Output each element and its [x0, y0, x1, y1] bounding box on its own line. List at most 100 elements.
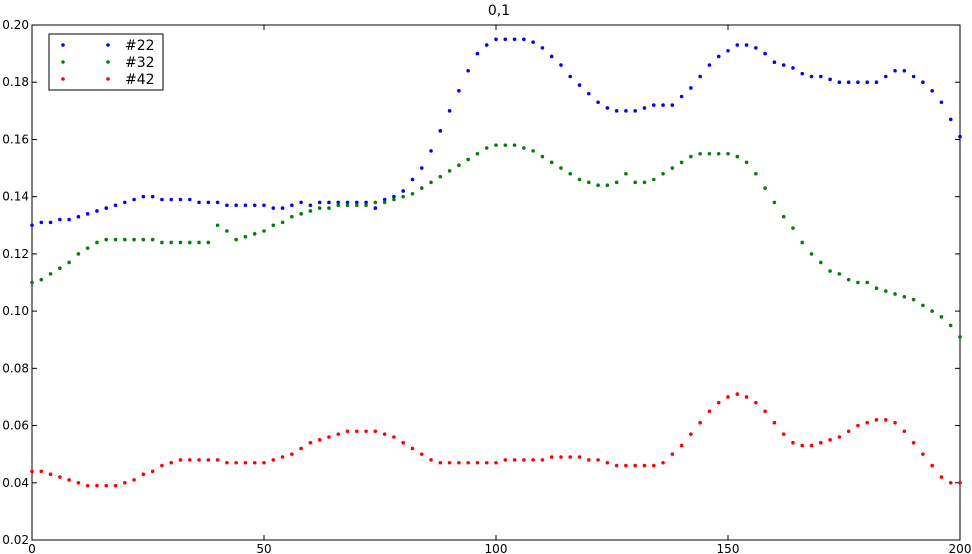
- axes: 0 50 100 150 200 0.02 0.04 0.06 0.08 0.10 0.12 0.14…: [2, 18, 971, 554]
- series-2-point: [457, 460, 461, 465]
- series-0-point: [679, 94, 684, 99]
- series-0-point: [735, 43, 740, 47]
- series-2-point: [484, 460, 489, 465]
- series-1-point: [549, 160, 554, 165]
- series-1-point: [419, 186, 424, 190]
- series-1-point: [763, 186, 767, 190]
- series-1-point: [382, 200, 387, 205]
- series-1-point: [206, 240, 211, 245]
- series-0-point: [948, 117, 953, 122]
- series-1-point: [401, 194, 406, 199]
- series-1-point: [911, 297, 916, 302]
- series-2-point: [633, 463, 637, 468]
- series-0-point: [809, 74, 814, 79]
- series-2-point: [531, 458, 535, 462]
- series-1-point: [345, 203, 350, 208]
- series-2-point: [299, 446, 303, 451]
- series-1-point: [893, 292, 897, 296]
- series-1-point: [178, 240, 183, 245]
- series-2-point: [828, 438, 832, 442]
- series-1-point: [169, 240, 173, 245]
- series-2-point: [141, 472, 146, 476]
- data-points: [30, 37, 962, 488]
- series-2-point: [447, 460, 452, 465]
- series-1-point: [290, 214, 294, 219]
- series-2-point: [429, 458, 433, 462]
- series-1-point: [104, 237, 109, 242]
- series-1-point: [902, 295, 907, 299]
- series-1-point: [48, 272, 53, 276]
- series-2-point: [819, 440, 823, 445]
- series-0-point: [939, 100, 944, 105]
- y-tick-label: 0.14: [2, 190, 29, 204]
- series-0-point: [160, 197, 164, 202]
- series-0-point: [819, 74, 823, 79]
- series-1-point: [113, 237, 118, 242]
- series-0-point: [512, 37, 517, 42]
- series-2-point: [401, 440, 406, 445]
- series-0-point: [419, 166, 424, 170]
- series-2-point: [48, 472, 53, 476]
- legend-box: [48, 33, 164, 91]
- series-0-point: [596, 100, 600, 105]
- series-0-point: [577, 83, 582, 87]
- series-2-point: [317, 438, 322, 442]
- series-2-point: [930, 463, 934, 468]
- series-1-point: [707, 151, 712, 156]
- y-tick-label: 0.08: [2, 361, 29, 375]
- series-2-point: [874, 418, 879, 422]
- series-1-point: [939, 315, 944, 319]
- series-1-point: [522, 146, 526, 150]
- series-0-point: [698, 74, 702, 79]
- series-0-point: [958, 134, 962, 139]
- series-2-point: [735, 392, 740, 396]
- series-2-point: [744, 395, 749, 399]
- series-0-point: [299, 200, 303, 205]
- series-2-point: [252, 460, 257, 465]
- series-2-point: [67, 478, 71, 482]
- series-2-point: [624, 463, 628, 468]
- series-0-point: [846, 80, 851, 85]
- series-2-point: [169, 460, 173, 465]
- series-2-point: [522, 458, 526, 462]
- series-0-point: [707, 63, 712, 67]
- series-1-point: [587, 180, 591, 185]
- series-0-point: [865, 80, 869, 85]
- series-2-point: [791, 440, 795, 445]
- legend-label: #42: [125, 72, 155, 88]
- series-0-point: [624, 109, 628, 113]
- series-1-point: [642, 180, 647, 185]
- series-0-point: [494, 37, 498, 42]
- series-2-point: [132, 478, 136, 482]
- series-0-point: [290, 203, 294, 208]
- series-0-point: [262, 203, 266, 208]
- series-1-point: [531, 149, 535, 153]
- series-1-point: [132, 237, 136, 242]
- series-0-point: [336, 200, 341, 205]
- series-1-point: [921, 303, 925, 308]
- series-2-point: [800, 443, 805, 448]
- series-1-point: [280, 220, 285, 225]
- series-1-point: [58, 266, 62, 270]
- series-0-point: [716, 54, 721, 59]
- series-2-point: [763, 409, 767, 414]
- series-2-point: [58, 475, 62, 479]
- series-0-point: [930, 89, 934, 93]
- series-2-point: [280, 455, 285, 459]
- series-0-point: [883, 74, 888, 79]
- series-2-point: [234, 460, 238, 465]
- series-2-point: [921, 452, 925, 456]
- series-1-point: [30, 280, 34, 285]
- series-1-point: [475, 151, 480, 156]
- series-1-point: [596, 183, 600, 188]
- series-1-point: [123, 237, 127, 242]
- series-0-point: [781, 63, 786, 67]
- series-0-point: [197, 200, 201, 205]
- series-2-point: [614, 463, 619, 468]
- series-0-point: [549, 54, 554, 59]
- series-0-point: [911, 74, 916, 79]
- series-2-point: [865, 420, 869, 425]
- series-1-point: [429, 180, 433, 185]
- series-0-point: [382, 197, 387, 202]
- series-0-point: [828, 77, 832, 82]
